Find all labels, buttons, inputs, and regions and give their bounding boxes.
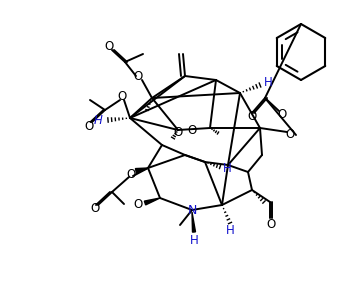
Text: N: N xyxy=(187,203,197,217)
Text: H: H xyxy=(223,162,231,175)
Text: O: O xyxy=(133,70,143,83)
Text: O: O xyxy=(105,40,114,52)
Polygon shape xyxy=(135,168,148,173)
Text: H: H xyxy=(189,233,198,246)
Text: O: O xyxy=(266,219,276,232)
Text: O: O xyxy=(247,109,257,123)
Text: O: O xyxy=(126,168,136,182)
Text: H: H xyxy=(264,77,272,90)
Text: O: O xyxy=(90,203,99,216)
Text: O: O xyxy=(84,120,94,132)
Text: H: H xyxy=(226,224,234,237)
Text: O: O xyxy=(174,125,183,139)
Polygon shape xyxy=(192,212,196,232)
Text: O: O xyxy=(117,91,127,104)
Text: O: O xyxy=(277,107,287,120)
Text: O: O xyxy=(187,123,197,136)
Text: O: O xyxy=(285,129,295,141)
Text: H: H xyxy=(94,113,102,127)
Text: O: O xyxy=(133,198,143,212)
Polygon shape xyxy=(144,198,160,205)
